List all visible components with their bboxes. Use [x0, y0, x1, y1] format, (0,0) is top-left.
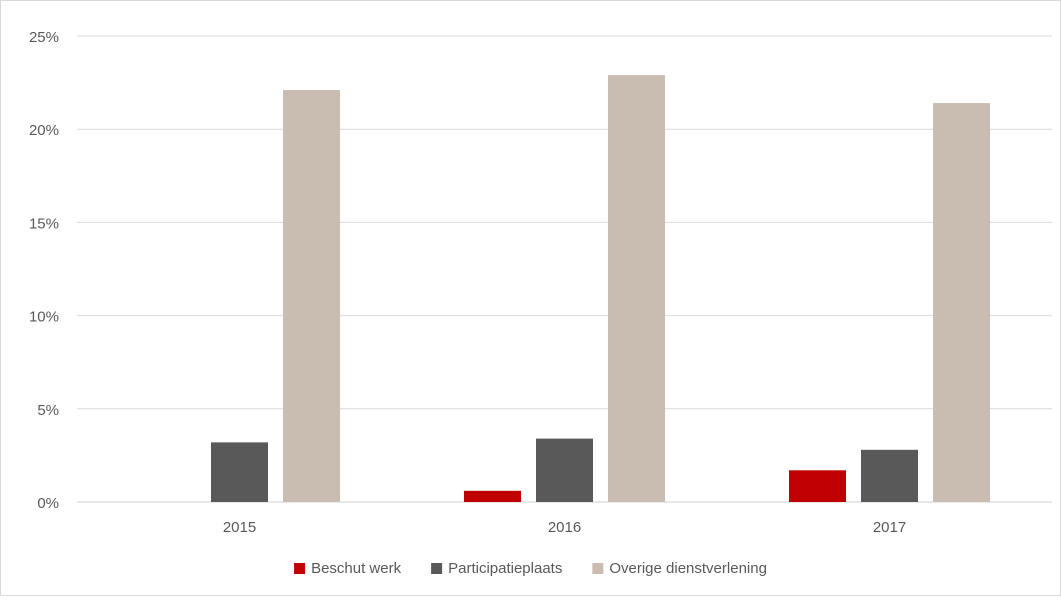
bar-2017-0: [789, 470, 846, 502]
legend-swatch: [592, 563, 604, 574]
y-axis: 0% 5% 10% 15% 20% 25%: [29, 29, 59, 512]
bar-2015-1: [211, 442, 268, 502]
legend-item: Beschut werk: [294, 560, 402, 577]
y-tick-label: 20%: [29, 122, 59, 139]
y-tick-label: 15%: [29, 215, 59, 232]
x-tick-label: 2017: [873, 519, 906, 536]
legend-label: Overige dienstverlening: [609, 560, 767, 577]
bar-2016-1: [536, 438, 593, 502]
y-tick-label: 5%: [37, 402, 59, 419]
bars: [211, 75, 990, 503]
legend-label: Participatieplaats: [448, 560, 562, 577]
legend-swatch: [431, 563, 443, 574]
legend-label: Beschut werk: [311, 560, 402, 577]
y-tick-label: 25%: [29, 29, 59, 46]
y-tick-label: 10%: [29, 309, 59, 326]
y-tick-label: 0%: [37, 495, 59, 512]
legend-swatch: [294, 563, 306, 574]
bar-2015-2: [283, 90, 340, 502]
gridlines: [77, 35, 1052, 503]
bar-2017-1: [861, 449, 918, 502]
legend: Beschut werk Participatieplaats Overige di…: [294, 560, 767, 577]
bar-2016-0: [464, 490, 521, 502]
x-tick-label: 2015: [223, 519, 256, 536]
x-axis: 2015 2016 2017: [223, 519, 906, 536]
bar-2017-2: [933, 103, 990, 502]
legend-item: Participatieplaats: [431, 560, 562, 577]
bar-2016-2: [608, 75, 665, 503]
legend-item: Overige dienstverlening: [592, 560, 767, 577]
x-tick-label: 2016: [548, 519, 581, 536]
